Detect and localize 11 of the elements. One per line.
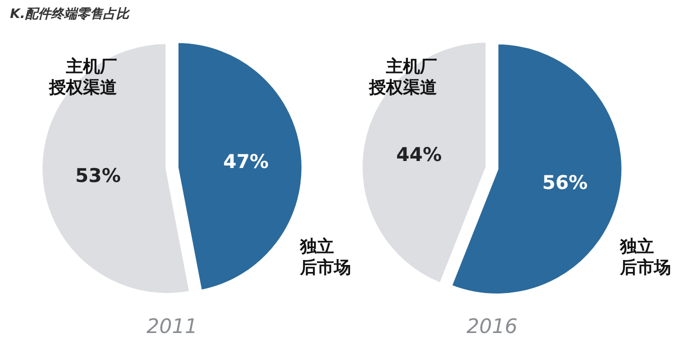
- text: 2016: [466, 314, 518, 338]
- data-label: 53%: [75, 164, 121, 187]
- data-label: 47%: [223, 151, 269, 174]
- slice-label: 主机厂授权渠道: [368, 57, 437, 98]
- slice-label: 独立后市场: [619, 237, 671, 278]
- data-label: 44%: [396, 144, 442, 166]
- slice-label: 独立后市场: [299, 237, 351, 278]
- text: K.配件终端零售占比: [10, 7, 130, 22]
- text: 2011: [146, 314, 198, 338]
- data-label: 56%: [542, 172, 588, 194]
- slice-label: 主机厂授权渠道: [48, 57, 117, 98]
